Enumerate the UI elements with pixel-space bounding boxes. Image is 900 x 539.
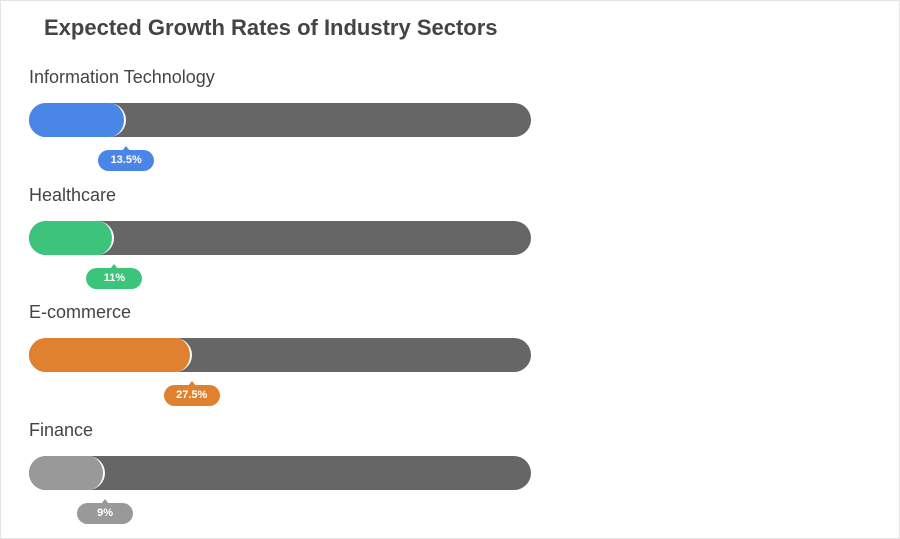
progress-track: [29, 455, 531, 490]
sector-label: Healthcare: [29, 184, 117, 205]
progress-fill: [29, 455, 106, 490]
progress-track: [29, 338, 531, 372]
progress-track: [29, 103, 531, 137]
sector-row: Healthcare 11%: [29, 185, 531, 295]
value-label: 13.5%: [98, 146, 155, 171]
progress-fill: [29, 103, 127, 137]
sector-label: Information Technology: [29, 67, 215, 87]
progress-track: [29, 220, 531, 255]
sector-row: E-commerce 27.5%: [29, 302, 531, 412]
sector-row: Information Technology 13.5%: [29, 67, 531, 177]
value-label: 11%: [86, 263, 143, 289]
progress-fill: [29, 220, 115, 255]
sector-label: E-commerce: [29, 302, 132, 322]
value-label: 27.5%: [163, 381, 220, 406]
value-label: 9%: [77, 498, 134, 524]
progress-fill: [29, 338, 192, 372]
sector-row: Finance 9%: [29, 420, 531, 530]
chart-title: Expected Growth Rates of Industry Sector…: [44, 15, 498, 40]
sector-label: Finance: [29, 419, 94, 440]
